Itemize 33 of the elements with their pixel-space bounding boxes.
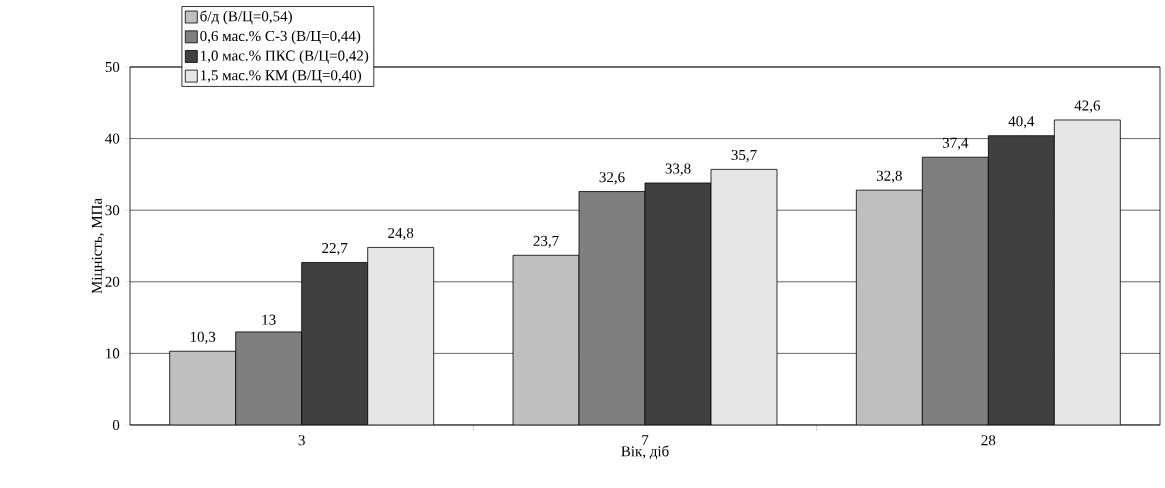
bar	[235, 331, 303, 425]
x-tick-label: 28	[981, 435, 996, 446]
data-label: 32,8	[876, 170, 902, 183]
y-tick-label: 40	[105, 133, 120, 144]
y-tick-label: 20	[105, 276, 120, 287]
y-tick-label: 50	[105, 61, 120, 73]
bar	[921, 156, 989, 425]
bar	[578, 191, 646, 425]
data-label: 35,7	[731, 149, 757, 163]
x-axis-title: Вік, діб	[621, 445, 669, 460]
y-axis-title: Міцність, МПа	[91, 198, 105, 294]
data-label: 32,6	[599, 172, 625, 185]
data-label: 33,8	[665, 163, 691, 176]
legend-label: 0,6 мас.% С-3 (В/Ц=0,44)	[200, 30, 361, 45]
x-tick-label: 7	[642, 435, 649, 446]
legend-label: б/д (В/Ц=0,54)	[200, 10, 292, 25]
data-label: 42,6	[1074, 100, 1101, 113]
data-label: 23,7	[533, 235, 559, 249]
legend-label: 1,0 мас.% ПКС (В/Ц=0,42)	[201, 50, 369, 64]
x-tick-label: 3	[298, 435, 305, 446]
data-label: 40,4	[1008, 116, 1035, 129]
y-tick-label: 30	[105, 205, 120, 216]
bar	[169, 350, 237, 425]
data-label: 22,7	[322, 243, 348, 256]
data-label: 10,3	[190, 331, 216, 345]
y-tick-label: 10	[106, 348, 120, 359]
y-tick-label: 0	[112, 419, 120, 431]
legend-label: 1,5 мас.% КМ (В/Ц=0,40)	[201, 69, 362, 84]
data-label: 37,4	[942, 137, 969, 151]
data-label: 24,8	[388, 227, 414, 241]
bar	[512, 254, 580, 425]
data-label: 13	[262, 314, 276, 325]
bar	[855, 189, 923, 425]
